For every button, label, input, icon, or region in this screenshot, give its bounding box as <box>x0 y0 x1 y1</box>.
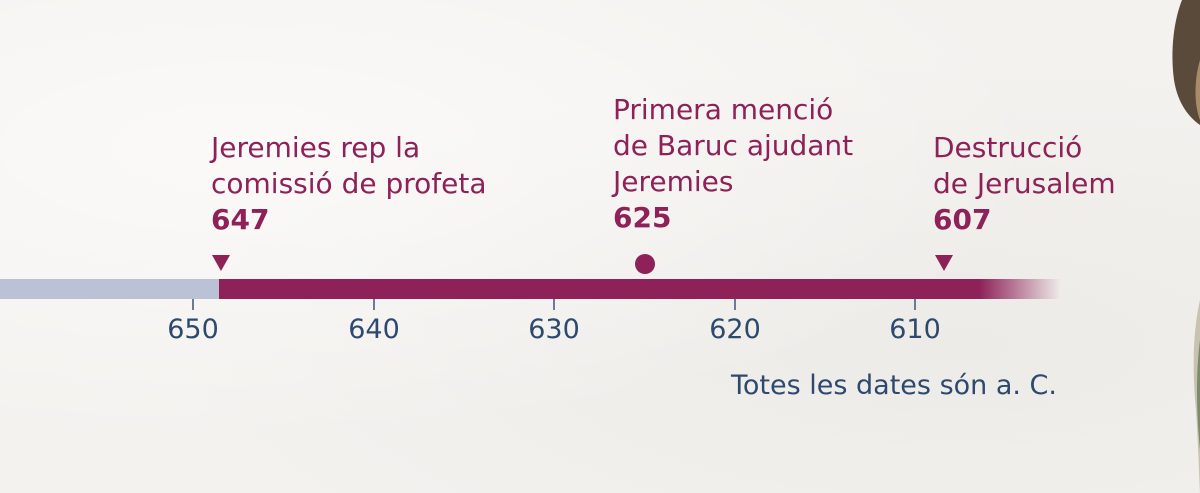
event-year: 647 <box>211 203 270 236</box>
tick-label: 610 <box>889 314 941 345</box>
event-year: 607 <box>933 203 992 236</box>
event-marker-triangle <box>212 255 230 271</box>
tick-label: 640 <box>348 314 400 345</box>
tick-label: 630 <box>528 314 580 345</box>
event-baruc-mention: Primera menció de Baruc ajudant Jeremies… <box>613 92 853 236</box>
dates-note: Totes les dates són a. C. <box>731 370 1057 401</box>
tick-label: 650 <box>167 314 219 345</box>
timeline-bar-active <box>219 279 980 299</box>
timeline-bar-fade <box>979 279 1061 299</box>
timeline-bar-before <box>0 279 220 299</box>
event-label: Primera menció de Baruc ajudant Jeremies <box>613 93 854 198</box>
tick-label: 620 <box>709 314 761 345</box>
event-jerusalem-destruction: Destrucció de Jerusalem 607 <box>933 130 1116 238</box>
event-label: Jeremies rep la comissió de profeta <box>211 131 487 200</box>
event-marker-triangle <box>935 255 953 271</box>
event-prophet-commission: Jeremies rep la comissió de profeta 647 <box>211 130 487 238</box>
event-label: Destrucció de Jerusalem <box>933 131 1116 200</box>
event-marker-dot <box>635 254 655 274</box>
event-year: 625 <box>613 201 672 234</box>
illustration-edge <box>1172 0 1200 493</box>
